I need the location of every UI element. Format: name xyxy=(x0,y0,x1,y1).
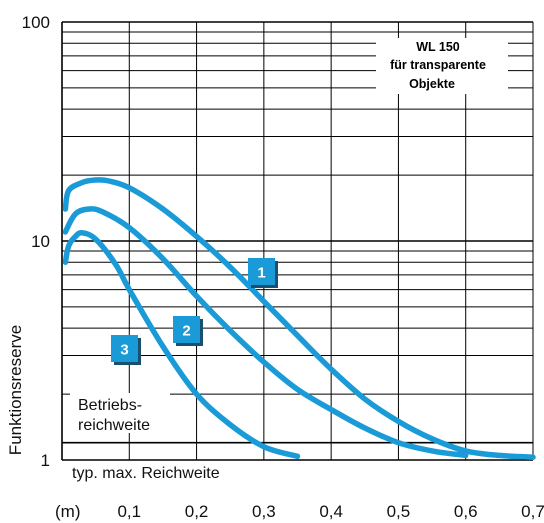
operating-range-label-bg xyxy=(70,393,170,433)
legend-box xyxy=(376,38,508,94)
series-badge-label-1: 1 xyxy=(257,265,265,282)
legend-line-3: Objekte xyxy=(409,77,455,91)
x-tick-label: 0,3 xyxy=(252,502,276,521)
series-group xyxy=(62,177,536,460)
series-line-1 xyxy=(62,177,536,460)
x-axis-ticks: 0,1 0,2 0,3 0,4 0,5 0,6 0,7 xyxy=(117,502,544,521)
series-badge-label-2: 2 xyxy=(182,323,190,340)
series-badge-3 xyxy=(111,335,138,362)
x-tick-label: 0,6 xyxy=(454,502,478,521)
x-unit-label: (m) xyxy=(55,502,80,521)
operating-range-label-line-2: reichweite xyxy=(78,417,150,434)
y-tick-label: 10 xyxy=(31,232,50,251)
series-line-2 xyxy=(62,206,469,459)
legend-line-2: für transparente xyxy=(390,58,486,72)
max-range-label: typ. max. Reichweite xyxy=(72,465,220,482)
series-badges: 1 2 3 xyxy=(111,258,278,365)
series-line-3 xyxy=(62,229,301,460)
legend-line-1: WL 150 xyxy=(416,40,460,54)
x-tick-label: 0,7 xyxy=(521,502,544,521)
x-tick-label: 0,4 xyxy=(319,502,343,521)
y-axis-ticks: 1 10 100 xyxy=(22,13,50,470)
y-tick-label: 1 xyxy=(41,451,50,470)
x-tick-label: 0,2 xyxy=(185,502,209,521)
operating-range-label-line-1: Betriebs- xyxy=(78,397,142,414)
x-tick-label: 0,5 xyxy=(387,502,411,521)
series-badge-label-3: 3 xyxy=(120,342,128,359)
series-badge-2 xyxy=(173,316,200,343)
y-tick-label: 100 xyxy=(22,13,50,32)
y-axis-label: Funktionsreserve xyxy=(6,325,25,455)
series-badge-1 xyxy=(248,258,275,285)
x-tick-label: 0,1 xyxy=(117,502,141,521)
